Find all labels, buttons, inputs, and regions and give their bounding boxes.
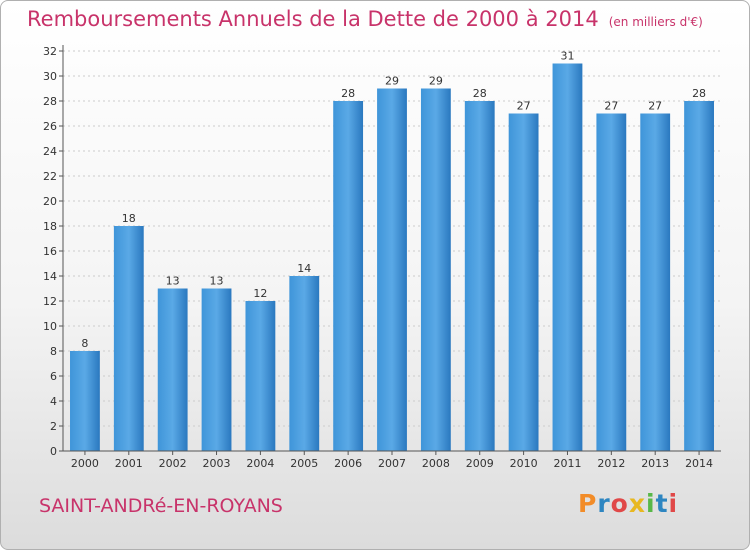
- data-label: 27: [648, 100, 662, 113]
- bar-2006: [333, 101, 364, 451]
- y-tick-label: 18: [43, 220, 57, 233]
- y-tick-label: 16: [43, 245, 57, 258]
- y-tick-label: 30: [43, 70, 57, 83]
- y-tick-label: 32: [43, 45, 57, 58]
- bar-2008: [420, 88, 451, 451]
- commune-name: SAINT-ANDRé-EN-ROYANS: [39, 495, 283, 517]
- x-tick-label: 2013: [641, 457, 669, 470]
- logo-letter: P: [578, 489, 598, 518]
- title-text: Remboursements Annuels de la Dette de 20…: [27, 7, 599, 31]
- bar-2002: [157, 288, 188, 451]
- data-label: 28: [692, 87, 706, 100]
- x-tick-label: 2003: [203, 457, 231, 470]
- x-tick-label: 2002: [159, 457, 187, 470]
- y-tick-label: 2: [50, 420, 57, 433]
- title-unit: (en milliers d'€): [608, 15, 703, 29]
- data-label: 31: [560, 50, 574, 63]
- x-tick-label: 2010: [510, 457, 538, 470]
- x-tick-label: 2014: [685, 457, 713, 470]
- y-tick-label: 20: [43, 195, 57, 208]
- x-tick-label: 2008: [422, 457, 450, 470]
- data-label: 29: [385, 75, 399, 88]
- data-label: 28: [341, 87, 355, 100]
- logo-letter: i: [668, 489, 679, 518]
- y-tick-label: 14: [43, 270, 57, 283]
- bar-2014: [684, 101, 714, 451]
- proxiti-logo: Proxiti: [578, 489, 678, 518]
- y-tick-label: 6: [50, 370, 57, 383]
- data-label: 29: [429, 75, 443, 88]
- y-tick-label: 0: [50, 445, 57, 458]
- y-tick-label: 22: [43, 170, 57, 183]
- bar-2000: [70, 351, 100, 451]
- data-label: 27: [604, 100, 618, 113]
- data-label: 13: [210, 275, 224, 288]
- data-label: 27: [517, 100, 531, 113]
- logo-letter: x: [628, 489, 646, 518]
- x-tick-label: 2012: [597, 457, 625, 470]
- data-label: 8: [81, 337, 88, 350]
- bar-2011: [552, 63, 583, 451]
- y-tick-label: 12: [43, 295, 57, 308]
- y-tick-label: 8: [50, 345, 57, 358]
- bar-2007: [377, 88, 407, 451]
- bar-2010: [508, 113, 539, 451]
- y-tick-label: 28: [43, 95, 57, 108]
- bar-2012: [596, 113, 627, 451]
- x-tick-label: 2004: [246, 457, 274, 470]
- x-tick-label: 2006: [334, 457, 362, 470]
- y-tick-label: 26: [43, 120, 57, 133]
- x-tick-label: 2009: [466, 457, 494, 470]
- y-tick-label: 24: [43, 145, 57, 158]
- chart-title: Remboursements Annuels de la Dette de 20…: [27, 7, 703, 31]
- data-label: 14: [297, 262, 311, 275]
- bar-2003: [201, 288, 232, 451]
- bar-2013: [640, 113, 671, 451]
- bar-2009: [464, 101, 495, 451]
- bar-2004: [245, 301, 276, 451]
- logo-letter: r: [597, 489, 611, 518]
- x-tick-label: 2001: [115, 457, 143, 470]
- logo-letter: t: [655, 489, 669, 518]
- data-label: 28: [473, 87, 487, 100]
- logo-letter: o: [610, 489, 629, 518]
- bar-2005: [289, 276, 320, 451]
- x-tick-label: 2000: [71, 457, 99, 470]
- logo-letter: i: [646, 489, 656, 518]
- x-tick-label: 2011: [553, 457, 581, 470]
- data-label: 18: [122, 212, 136, 225]
- y-tick-label: 4: [50, 395, 57, 408]
- bar-2001: [113, 226, 144, 451]
- data-label: 13: [166, 275, 180, 288]
- y-tick-label: 10: [43, 320, 57, 333]
- data-label: 12: [253, 287, 267, 300]
- x-tick-label: 2007: [378, 457, 406, 470]
- x-tick-label: 2005: [290, 457, 318, 470]
